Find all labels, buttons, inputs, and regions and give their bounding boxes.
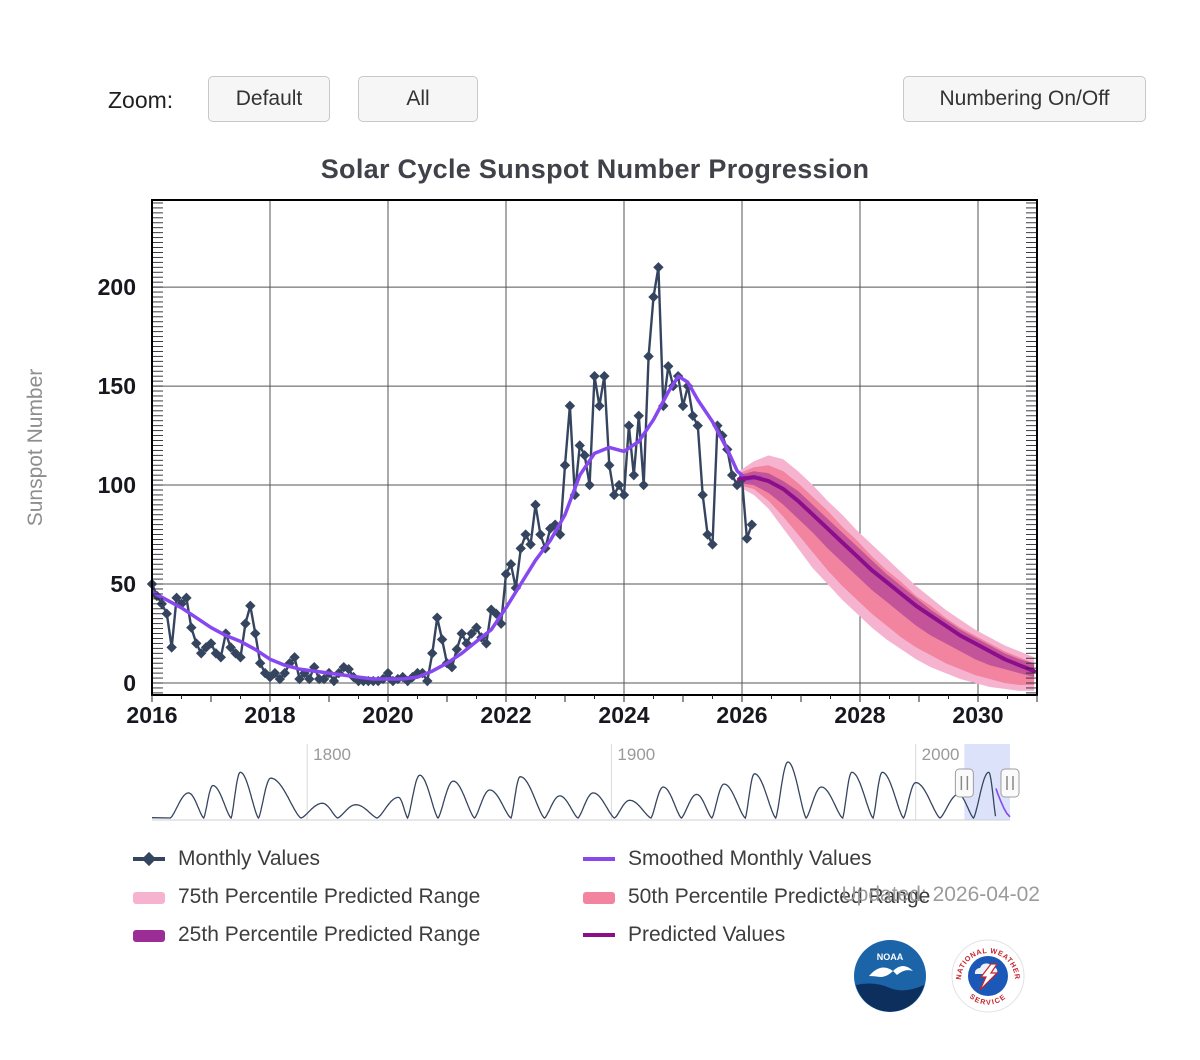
x-tick-label: 2030 — [952, 702, 1003, 728]
navigator-handle-left[interactable] — [954, 768, 974, 798]
x-tick-label: 2022 — [480, 702, 531, 728]
zoom-default-button[interactable]: Default — [208, 76, 330, 122]
navigator-decade-label: 1800 — [313, 745, 351, 764]
predicted-values-line — [737, 475, 1037, 674]
y-minor-ticks — [153, 202, 1036, 694]
navigator-predicted-tail — [995, 788, 1011, 818]
y-tick-label: 0 — [123, 670, 136, 696]
y-tick-label: 50 — [110, 571, 136, 597]
zoom-label: Zoom: — [108, 87, 174, 113]
legend-item-smoothed-values[interactable]: Smoothed Monthly Values — [583, 844, 1033, 873]
percentile-50-swatch — [583, 891, 615, 904]
numbering-toggle-button[interactable]: Numbering On/Off — [903, 76, 1146, 122]
navigator-decade-label: 2000 — [922, 745, 960, 764]
navigator-handle-right[interactable] — [1000, 768, 1020, 798]
y-tick-label: 200 — [98, 274, 136, 300]
noaa-wordmark: NOAA — [877, 952, 904, 962]
legend-item-50th-percentile[interactable]: 50th Percentile Predicted Range — [583, 882, 1033, 911]
x-tick-label: 2024 — [598, 702, 649, 728]
x-tick-label: 2020 — [362, 702, 413, 728]
y-tick-label: 150 — [98, 373, 136, 399]
main-plot[interactable]: 0 50 100 150 200 2016 2018 2020 2022 2024 2026 2028… — [24, 199, 1038, 728]
zoom-controls: Zoom: Default All Numbering On/Off — [0, 76, 1200, 126]
x-tick-label: 2018 — [244, 702, 295, 728]
legend-label-predicted-values: Predicted Values — [628, 922, 786, 946]
updated-timestamp: Updated: 2026-04-02 — [841, 883, 1041, 906]
nws-logo: NATIONAL WEATHER SERVICE — [951, 939, 1025, 1013]
legend-label-25th-percentile: 25th Percentile Predicted Range — [178, 922, 481, 946]
monthly-values-swatch — [133, 852, 165, 866]
percentile-75-swatch — [133, 891, 165, 904]
predicted-values-swatch — [583, 928, 615, 942]
legend-item-75th-percentile[interactable]: 75th Percentile Predicted Range — [133, 882, 583, 911]
zoom-all-button[interactable]: All — [358, 76, 478, 122]
legend-label-smoothed-values: Smoothed Monthly Values — [628, 846, 872, 870]
chart-legend: Monthly Values Smoothed Monthly Values 7… — [133, 844, 1033, 949]
navigator-decade-label: 1900 — [617, 745, 655, 764]
legend-label-monthly-values: Monthly Values — [178, 846, 321, 870]
noaa-wave — [856, 983, 924, 1012]
smoothed-values-line — [151, 374, 762, 681]
navigator-series — [151, 761, 997, 820]
legend-item-monthly-values[interactable]: Monthly Values — [133, 844, 583, 873]
legend-label-75th-percentile: 75th Percentile Predicted Range — [178, 884, 481, 908]
noaa-gull-left-wing — [869, 967, 893, 977]
legend-item-predicted-values[interactable]: Predicted Values — [583, 920, 1033, 949]
legend-item-25th-percentile[interactable]: 25th Percentile Predicted Range — [133, 920, 583, 949]
noaa-logo: NOAA — [854, 940, 926, 1012]
x-tick-label: 2016 — [126, 702, 177, 728]
percentile-25-swatch — [133, 929, 165, 942]
y-axis-title: Sunspot Number — [24, 369, 47, 527]
band-25th-percentile — [739, 471, 1035, 678]
agency-logos: NOAA NATIONAL WEATHER SERVICE — [852, 938, 1026, 1014]
nws-lightning-bolt — [979, 963, 999, 991]
x-tick-label: 2026 — [716, 702, 767, 728]
chart-title: Solar Cycle Sunspot Number Progression — [320, 154, 870, 184]
x-tick-label: 2028 — [834, 702, 885, 728]
noaa-gull-right-wing — [893, 966, 913, 975]
legend-label-50th-percentile: 50th Percentile Predicted Range — [628, 884, 931, 908]
x-minor-ticks — [151, 695, 1038, 702]
navigator[interactable]: 1800 1900 2000 — [151, 744, 1020, 821]
smoothed-values-swatch — [583, 852, 615, 866]
y-tick-label: 100 — [98, 472, 136, 498]
